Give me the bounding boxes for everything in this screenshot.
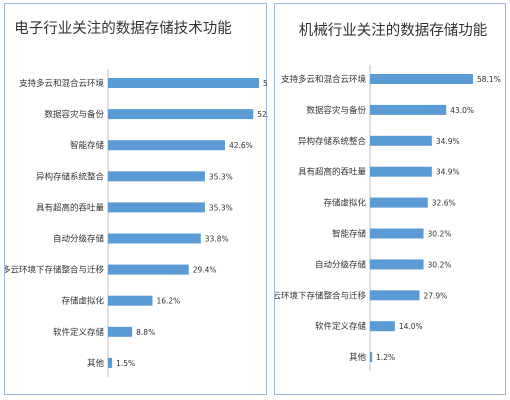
data-label: 58.1% bbox=[477, 75, 501, 84]
bar bbox=[108, 78, 259, 88]
data-label: 8.8% bbox=[136, 328, 155, 337]
data-label: 52.9 bbox=[257, 110, 268, 119]
data-label: 34.9% bbox=[436, 168, 460, 177]
data-label: 30.2% bbox=[428, 260, 452, 269]
category-label: 具有超高的吞吐量 bbox=[298, 167, 367, 178]
category-label: 数据容灾与备份 bbox=[44, 109, 104, 120]
bar bbox=[370, 104, 447, 115]
category-label: 多云环境下存储整合与迁移 bbox=[275, 290, 366, 301]
chart-title: 电子行业关注的数据存储技术功能 bbox=[14, 20, 232, 37]
data-label: 16.2% bbox=[156, 297, 180, 306]
bar bbox=[370, 321, 395, 332]
data-label: 35.3% bbox=[209, 203, 233, 212]
category-label: 软件定义存储 bbox=[53, 327, 105, 338]
category-label: 自动分级存储 bbox=[315, 259, 367, 270]
category-label: 自动分级存储 bbox=[53, 234, 105, 245]
bar bbox=[108, 264, 189, 275]
chart-title: 机械行业关注的数据存储功能 bbox=[299, 22, 488, 39]
data-label: 14.0% bbox=[399, 322, 423, 331]
bar bbox=[108, 140, 225, 151]
bar bbox=[108, 357, 113, 368]
category-label: 支持多云和混合云环境 bbox=[281, 74, 367, 85]
category-label: 支持多云和混合云环境 bbox=[19, 78, 105, 89]
data-label: 30.2% bbox=[428, 230, 452, 239]
data-label: 35.3% bbox=[209, 172, 233, 181]
category-label: 智能存储 bbox=[332, 229, 367, 240]
category-label: 多云环境下存储整合与迁移 bbox=[5, 265, 104, 276]
category-label: 异构存储系统整合 bbox=[298, 136, 367, 147]
category-label: 智能存储 bbox=[70, 140, 105, 151]
bar bbox=[370, 197, 428, 208]
bar bbox=[108, 233, 201, 244]
bar bbox=[108, 109, 254, 120]
data-label: 32.6% bbox=[432, 199, 456, 208]
category-label: 具有超高的吞吐量 bbox=[36, 202, 105, 213]
bar bbox=[370, 166, 432, 177]
bar bbox=[370, 135, 432, 146]
data-label: 27.9% bbox=[423, 291, 447, 300]
data-label: 43.0% bbox=[450, 106, 474, 115]
chart-panel-machinery: 机械行业关注的数据存储功能支持多云和混合云环境 58.1% 数据容灾与备份 43.0%… bbox=[274, 3, 506, 395]
category-label: 数据容灾与备份 bbox=[306, 105, 366, 116]
bar bbox=[370, 352, 373, 363]
data-label: 29.4% bbox=[193, 266, 217, 275]
data-label: 1.5% bbox=[116, 359, 135, 368]
category-label: 其他 bbox=[349, 352, 367, 363]
data-label: 1.2% bbox=[376, 353, 395, 362]
bar bbox=[108, 326, 133, 337]
category-label: 异构存储系统整合 bbox=[36, 171, 105, 182]
data-label: 42.6% bbox=[229, 141, 253, 150]
bar bbox=[370, 259, 424, 270]
category-label: 软件定义存储 bbox=[315, 321, 367, 332]
data-label: 34.9% bbox=[436, 137, 460, 146]
category-label: 存储虚拟化 bbox=[61, 296, 104, 307]
bar bbox=[108, 202, 205, 213]
data-label: 33.8% bbox=[205, 235, 229, 244]
category-label: 存储虚拟化 bbox=[323, 198, 366, 209]
bar bbox=[108, 171, 205, 182]
bar bbox=[370, 74, 473, 84]
category-label: 其他 bbox=[87, 358, 105, 369]
bar bbox=[108, 295, 153, 306]
bar bbox=[370, 290, 420, 301]
data-label: 55. bbox=[263, 79, 268, 88]
bar bbox=[370, 228, 424, 239]
